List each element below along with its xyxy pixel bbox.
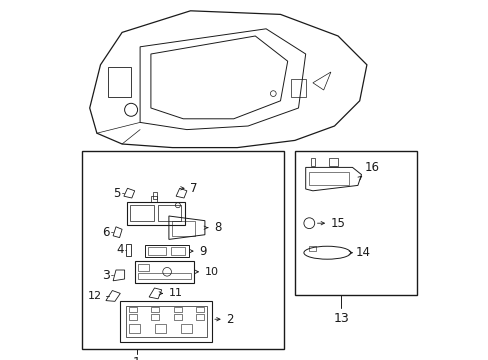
Bar: [129, 324, 140, 333]
Bar: [151, 196, 157, 202]
Bar: [107, 67, 131, 97]
Text: 1: 1: [133, 356, 141, 360]
Text: 13: 13: [333, 312, 348, 325]
Bar: [173, 307, 181, 312]
Bar: [138, 273, 190, 279]
Bar: [126, 244, 130, 256]
Bar: [196, 314, 203, 320]
Text: 12: 12: [88, 291, 102, 301]
Bar: [173, 314, 181, 320]
Bar: [82, 151, 284, 349]
Bar: [328, 158, 337, 166]
Text: 3: 3: [102, 269, 109, 282]
Bar: [294, 151, 416, 295]
Bar: [291, 79, 305, 97]
Text: 16: 16: [357, 161, 379, 180]
Text: 4: 4: [116, 243, 123, 256]
Bar: [125, 306, 206, 337]
Text: 6: 6: [102, 226, 109, 239]
Bar: [309, 172, 348, 185]
Text: 10: 10: [195, 267, 219, 277]
Text: 7: 7: [180, 182, 198, 195]
Text: 8: 8: [203, 221, 221, 234]
Bar: [151, 307, 159, 312]
Bar: [129, 307, 137, 312]
Text: 11: 11: [159, 288, 183, 298]
Bar: [181, 324, 192, 333]
Bar: [138, 264, 149, 271]
Text: 5: 5: [113, 187, 120, 200]
Bar: [196, 307, 203, 312]
Bar: [130, 205, 153, 221]
Bar: [158, 205, 181, 221]
Text: 15: 15: [317, 217, 345, 230]
Bar: [309, 246, 315, 251]
Text: 9: 9: [189, 244, 206, 258]
Text: 14: 14: [348, 246, 370, 259]
Bar: [151, 314, 159, 320]
Bar: [129, 314, 137, 320]
Bar: [155, 324, 166, 333]
Bar: [310, 158, 315, 166]
Bar: [170, 247, 185, 255]
Bar: [152, 192, 157, 199]
Text: 2: 2: [214, 313, 234, 326]
Bar: [148, 247, 166, 255]
Bar: [171, 221, 195, 236]
